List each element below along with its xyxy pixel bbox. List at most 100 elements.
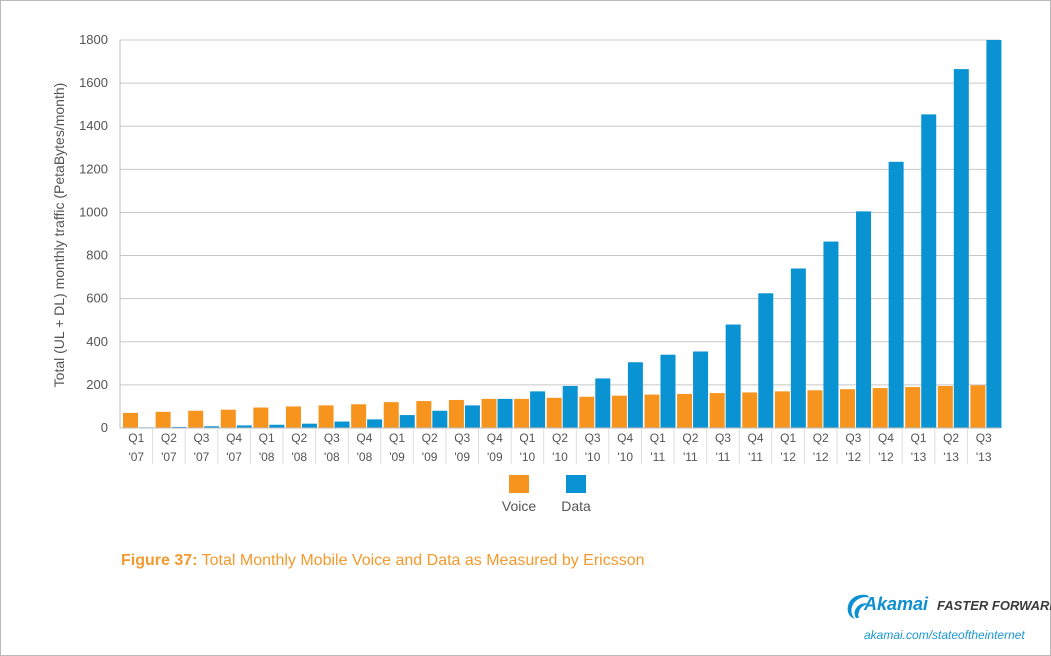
x-tick-label: Q4 — [487, 431, 503, 445]
x-tick-label: Q1 — [389, 431, 405, 445]
data-bar — [953, 69, 969, 428]
data-bar — [367, 419, 383, 428]
x-tick-label: Q4 — [356, 431, 372, 445]
x-tick-label: '09 — [487, 450, 503, 464]
x-tick-label: '08 — [259, 450, 275, 464]
x-tick-label: Q2 — [161, 431, 177, 445]
voice-bar — [123, 412, 138, 428]
y-tick-label: 800 — [86, 248, 108, 263]
voice-bar — [905, 387, 921, 428]
x-tick-label: Q3 — [845, 431, 861, 445]
data-bar — [693, 351, 709, 428]
voice-bar — [579, 396, 595, 428]
axes — [119, 40, 1000, 429]
voice-bar — [514, 398, 530, 428]
voice-bar — [481, 398, 497, 428]
data-bar — [171, 426, 187, 428]
x-tick-label: Q4 — [617, 431, 633, 445]
data-bar — [595, 378, 611, 428]
voice-bar — [872, 388, 888, 428]
x-tick-label: Q3 — [324, 431, 340, 445]
x-tick-label: Q2 — [943, 431, 959, 445]
x-tick-label: Q4 — [878, 431, 894, 445]
voice-bar — [807, 390, 823, 428]
y-tick-label: 0 — [101, 420, 108, 435]
data-bar — [269, 424, 285, 428]
x-tick-label: '08 — [357, 450, 373, 464]
x-tick-label: '09 — [389, 450, 405, 464]
voice-bar — [448, 399, 464, 428]
x-tick-label: Q2 — [291, 431, 307, 445]
x-tick-label: '11 — [748, 450, 763, 464]
x-tick-label: '13 — [911, 450, 927, 464]
x-tick-label: '13 — [943, 450, 959, 464]
data-bar — [986, 40, 1002, 428]
y-tick-label: 600 — [86, 291, 108, 306]
x-tick-label: '10 — [617, 450, 633, 464]
y-tick-labels: 0 200 400 600 800 1000 1200 1400 1600 1800 — [79, 32, 108, 435]
brand-block: Akamai FASTER FORWARD akamai.com/stateof… — [845, 592, 1051, 648]
x-tick-label: Q1 — [259, 431, 275, 445]
data-bar — [204, 426, 220, 428]
x-tick-labels: Q1 '07 Q2 '07 Q3 '07 Q4 '07 Q1 '08 Q2 '08 Q3 '08 Q4 '08… — [128, 428, 992, 464]
data-bar — [660, 354, 676, 428]
data-bar — [725, 324, 741, 428]
voice-bar — [840, 389, 856, 428]
y-tick-label: 1200 — [79, 161, 108, 176]
x-tick-label: Q2 — [422, 431, 438, 445]
x-tick-label: Q1 — [128, 431, 144, 445]
x-tick-label: Q2 — [682, 431, 698, 445]
x-tick-label: '11 — [683, 450, 698, 464]
x-tick-label: '11 — [650, 450, 665, 464]
data-bar — [497, 398, 513, 428]
x-tick-label: '12 — [813, 450, 829, 464]
voice-legend-swatch — [509, 475, 529, 493]
data-bar — [562, 385, 578, 428]
voice-bar — [742, 392, 758, 428]
voice-bar — [709, 393, 725, 428]
data-bar — [399, 415, 415, 428]
x-tick-label: Q2 — [813, 431, 829, 445]
data-bar — [856, 211, 872, 428]
voice-bar — [318, 405, 334, 428]
x-tick-label: '07 — [128, 450, 144, 464]
voice-bar — [937, 385, 953, 428]
x-tick-label: Q1 — [650, 431, 666, 445]
x-tick-label: '07 — [226, 450, 242, 464]
voice-bar — [188, 410, 204, 428]
x-tick-label: '13 — [976, 450, 992, 464]
data-bar — [823, 241, 839, 428]
y-tick-label: 1800 — [79, 32, 108, 47]
x-tick-label: Q3 — [585, 431, 601, 445]
x-tick-label: '08 — [291, 450, 307, 464]
bars — [123, 40, 1002, 429]
x-tick-label: '12 — [878, 450, 894, 464]
data-bar — [758, 293, 774, 428]
data-bar — [301, 423, 317, 428]
data-bar — [464, 405, 480, 428]
data-bar — [236, 425, 252, 428]
voice-bar — [416, 401, 432, 428]
voice-bar — [644, 394, 660, 428]
voice-bar — [611, 395, 627, 428]
voice-bar — [383, 402, 399, 428]
x-tick-label: Q1 — [780, 431, 796, 445]
grid-lines — [120, 39, 1000, 386]
x-tick-label: '10 — [520, 450, 536, 464]
x-tick-label: Q2 — [552, 431, 568, 445]
y-tick-label: 1600 — [79, 75, 108, 90]
brand-tagline: FASTER FORWARD — [937, 598, 1051, 613]
x-tick-label: Q3 — [976, 431, 992, 445]
x-tick-label: '10 — [552, 450, 568, 464]
voice-bar — [351, 404, 367, 428]
data-bar — [627, 362, 643, 428]
x-tick-label: Q4 — [748, 431, 764, 445]
x-tick-label: '12 — [846, 450, 862, 464]
x-tick-label: Q3 — [454, 431, 470, 445]
x-tick-label: Q3 — [193, 431, 209, 445]
voice-bar — [774, 391, 790, 428]
x-tick-label: Q1 — [911, 431, 927, 445]
x-tick-label: Q3 — [715, 431, 731, 445]
x-tick-label: Q4 — [226, 431, 242, 445]
